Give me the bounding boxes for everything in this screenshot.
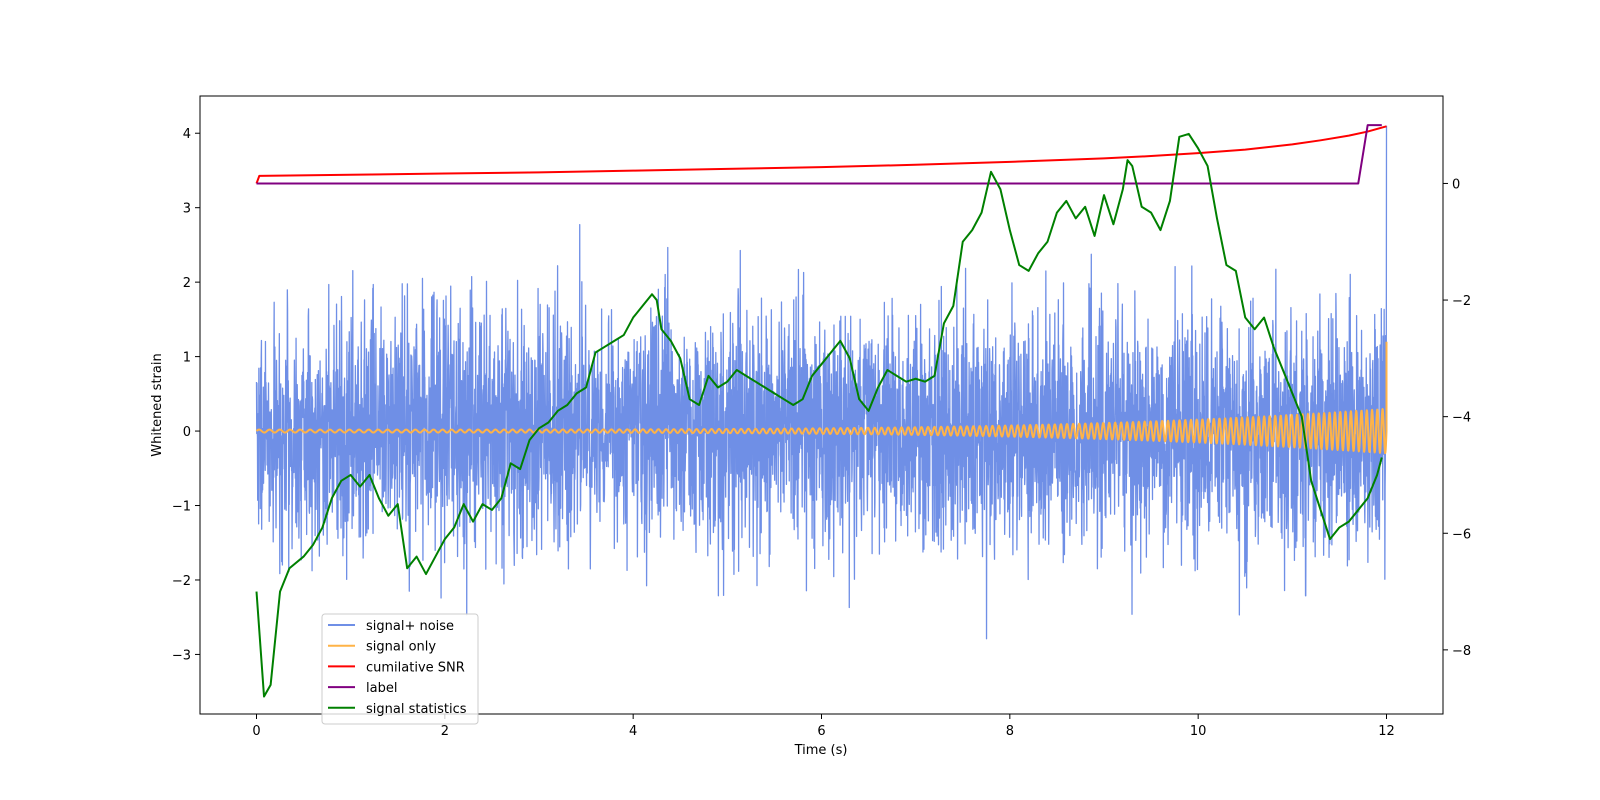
x-tick-label: 10 xyxy=(1190,724,1207,739)
x-tick-label: 4 xyxy=(629,724,637,739)
legend-label: cumilative SNR xyxy=(366,660,465,675)
series-label-line xyxy=(256,124,1382,185)
legend-item-signal-noise: signal+ noise xyxy=(328,619,454,634)
series-signal-statistics-line xyxy=(255,132,1383,698)
legend-item-signal-statistics: signal statistics xyxy=(328,702,467,717)
x-tick-label: 2 xyxy=(441,724,449,739)
y-tick-label: −1 xyxy=(172,500,191,515)
y-right-tick-label: −8 xyxy=(1452,644,1471,659)
y-tick-label: −2 xyxy=(172,574,191,589)
legend-label: signal+ noise xyxy=(366,619,454,634)
x-axis-label: Time (s) xyxy=(794,743,848,758)
x-tick-label: 12 xyxy=(1378,724,1395,739)
x-axis: 0 2 4 6 8 10 12 xyxy=(252,714,1395,739)
series-signal-only-line xyxy=(255,341,1388,455)
legend-label: label xyxy=(366,681,397,696)
series-layer xyxy=(255,124,1388,698)
y-tick-label: 3 xyxy=(183,202,191,217)
y-right-tick-label: −2 xyxy=(1452,294,1471,309)
legend-label: signal only xyxy=(366,640,436,655)
y-tick-label: 4 xyxy=(183,127,191,142)
y-right-tick-label: 0 xyxy=(1452,177,1460,192)
y-tick-label: −3 xyxy=(172,648,191,663)
legend-label: signal statistics xyxy=(366,702,467,717)
series-cumilative-snr-line xyxy=(255,125,1387,184)
x-tick-label: 0 xyxy=(252,724,260,739)
series-signal-noise-line xyxy=(255,125,1388,640)
x-tick-label: 6 xyxy=(817,724,825,739)
legend-item-label: label xyxy=(328,681,397,696)
y-right-tick-label: −4 xyxy=(1452,411,1471,426)
y-right-tick-label: −6 xyxy=(1452,527,1471,542)
y-tick-label: 2 xyxy=(183,276,191,291)
y-axis-label: Whitened strain xyxy=(150,353,165,456)
legend-item-cumilative-snr: cumilative SNR xyxy=(328,660,465,675)
legend-items: signal+ noise signal only cumilative SNR la… xyxy=(328,619,467,717)
y-tick-label: 0 xyxy=(183,425,191,440)
legend-box xyxy=(321,613,479,725)
y-axis-right: −8 −6 −4 −2 0 xyxy=(1443,177,1471,659)
legend: signal+ noise signal only cumilative SNR la… xyxy=(321,613,479,725)
y-tick-label: 1 xyxy=(183,351,191,366)
x-tick-label: 8 xyxy=(1006,724,1014,739)
y-axis-left: −3 −2 −1 0 1 2 3 4 xyxy=(172,127,200,663)
legend-item-signal-only: signal only xyxy=(328,640,436,655)
